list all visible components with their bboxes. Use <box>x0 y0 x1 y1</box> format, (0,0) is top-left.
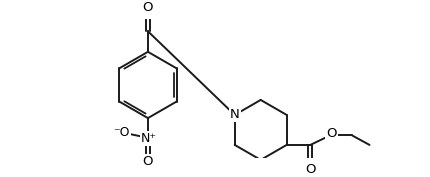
Text: ⁻O: ⁻O <box>114 126 130 139</box>
Text: O: O <box>326 127 337 140</box>
Text: O: O <box>143 1 153 14</box>
Text: O: O <box>143 155 153 168</box>
Text: N: N <box>230 109 240 121</box>
Text: O: O <box>305 163 316 176</box>
Text: N⁺: N⁺ <box>141 132 157 145</box>
